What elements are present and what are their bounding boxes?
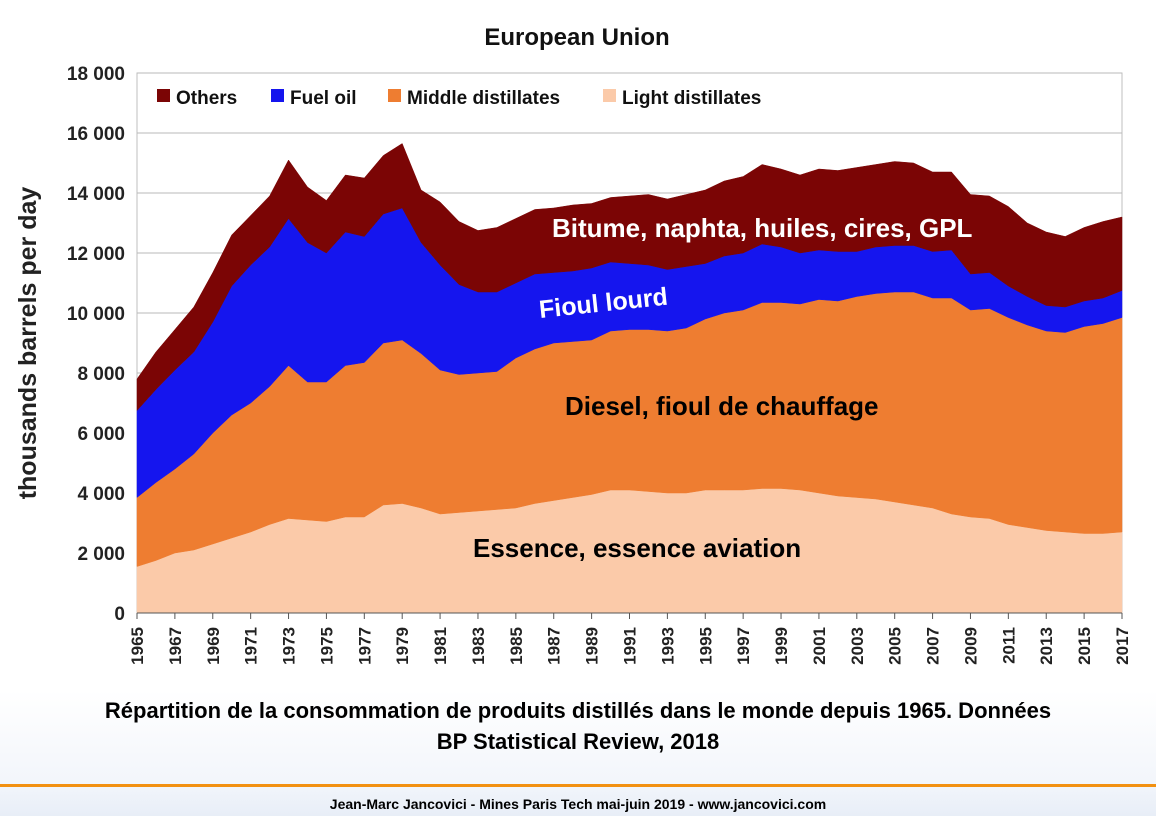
x-tick-label: 1965 [128,627,147,665]
x-tick-label: 1997 [734,627,753,665]
x-tick-label: 1977 [355,627,374,665]
x-tick-label: 1981 [431,627,450,665]
y-tick-label: 8 000 [77,364,125,385]
y-axis-label: thousands barrels per day [14,187,42,500]
chart-panel: 0 2 000 4 000 6 000 8 000 10 000 12 000 14 000 1… [14,24,1132,665]
caption-line-2: BP Statistical Review, 2018 [436,729,720,754]
x-tick-label: 1999 [772,627,791,665]
x-tick-label: 1987 [545,627,564,665]
x-tick-label: 2017 [1113,627,1132,665]
x-tick-label: 2009 [961,627,980,665]
x-tick-label: 1973 [280,627,299,665]
y-tick-label: 10 000 [67,304,125,325]
x-tick-label: 1971 [242,627,261,665]
x-tick-label: 1967 [166,627,185,665]
x-tick-label: 1991 [621,627,640,665]
y-tick-label: 14 000 [67,184,125,205]
legend-swatch-others [157,89,170,102]
y-tick-label: 6 000 [77,424,125,445]
x-tick-label: 2005 [886,627,905,665]
x-tick-label: 1995 [696,627,715,665]
stacked-area-chart: 0 2 000 4 000 6 000 8 000 10 000 12 000 14 000 1… [14,24,1132,665]
x-tick-label: 1993 [658,627,677,665]
x-tick-label: 2001 [810,627,829,665]
annotation-label: Essence, essence aviation [473,533,801,563]
legend-label-middle-distillates: Middle distillates [407,88,560,109]
x-tick-label: 2003 [848,627,867,665]
legend-label-fuel-oil: Fuel oil [290,88,357,109]
annotation-label: Diesel, fioul de chauffage [565,391,879,421]
y-tick-label: 16 000 [67,124,125,145]
legend-swatch-fuel-oil [271,89,284,102]
x-tick-label: 2011 [999,627,1018,664]
y-tick-label: 18 000 [67,64,125,85]
x-tick-label: 2015 [1075,627,1094,665]
y-tick-label: 2 000 [77,544,125,565]
annotation-label: Bitume, naphta, huiles, cires, GPL [552,213,973,243]
x-tick-label: 1983 [469,627,488,665]
x-tick-label: 2013 [1037,627,1056,665]
x-tick-label: 1979 [393,627,412,665]
x-tick-label: 1989 [583,627,602,665]
legend-swatch-light-distillates [603,89,616,102]
x-tick-label: 2007 [924,627,943,665]
y-tick-label: 4 000 [77,484,125,505]
x-tick-label: 1985 [507,627,526,665]
footer-divider [0,784,1156,787]
area-others [136,143,1123,412]
caption-line-1: Répartition de la consommation de produi… [104,698,1052,723]
legend-label-others: Others [176,88,237,109]
legend-label-light-distillates: Light distillates [622,88,761,109]
x-tick-label: 1975 [317,627,336,665]
legend-swatch-middle-distillates [388,89,401,102]
chart-title: European Union [484,24,669,51]
x-tick-label: 1969 [204,627,223,665]
y-tick-label: 12 000 [67,244,125,265]
y-tick-label: 0 [114,604,125,625]
footer-credit: Jean-Marc Jancovici - Mines Paris Tech m… [329,796,827,812]
